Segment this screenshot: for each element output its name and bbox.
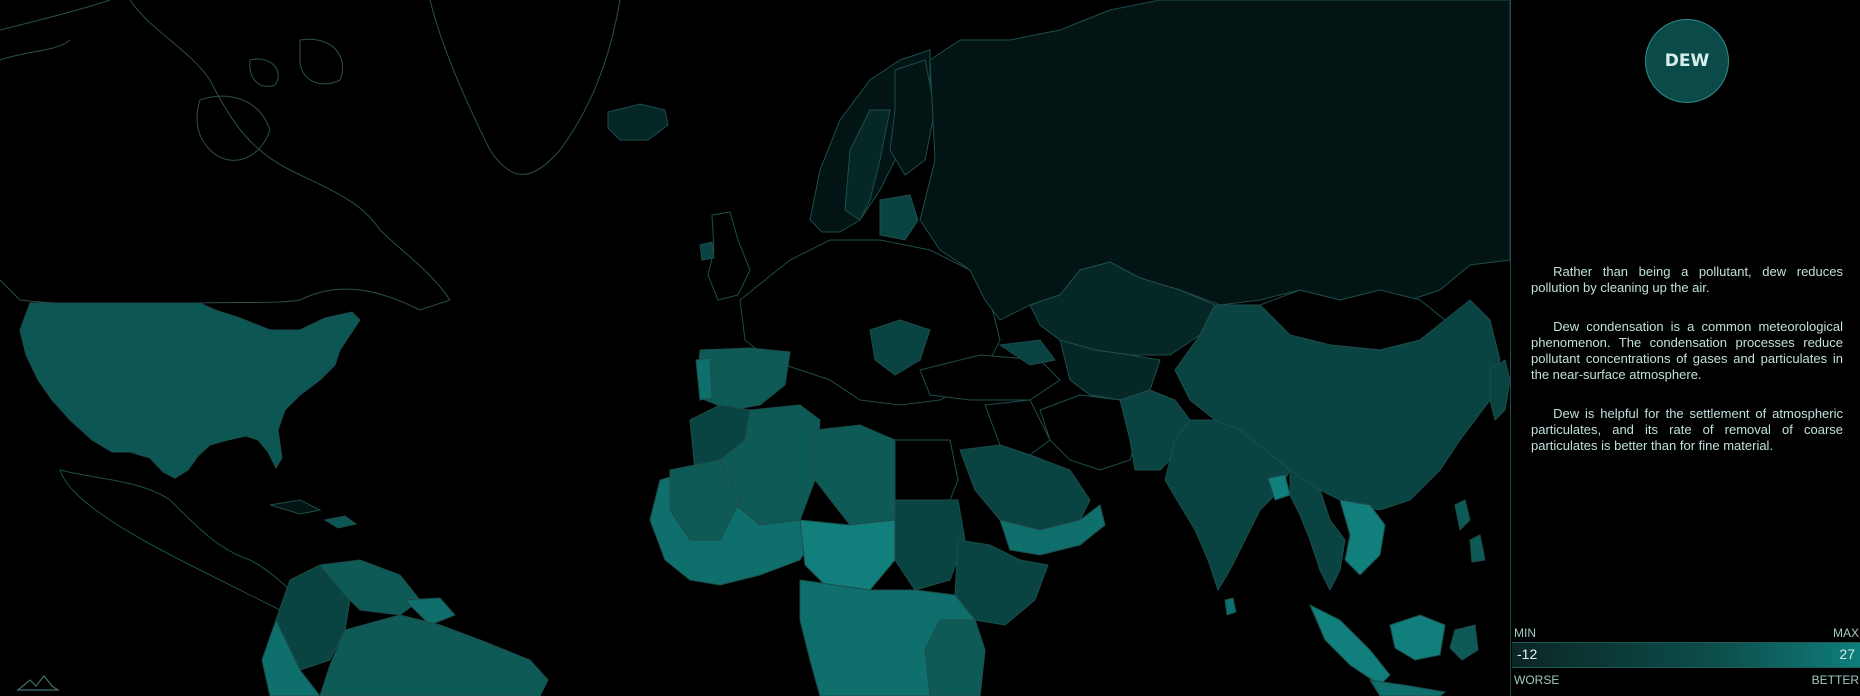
japan[interactable] (1489, 359, 1510, 421)
yemen-oman[interactable] (999, 504, 1106, 556)
niger-chad[interactable] (799, 519, 896, 591)
caucasus[interactable] (998, 339, 1056, 366)
east-africa[interactable] (924, 619, 986, 696)
uk-ireland[interactable] (707, 211, 751, 301)
description-paragraph-3: Dew is helpful for the settlement of atm… (1531, 406, 1843, 453)
myanmar-thailand[interactable] (1289, 469, 1346, 592)
color-legend: MIN MAX -12 27 WORSE BETTER (1511, 626, 1860, 696)
sri-lanka[interactable] (1224, 597, 1237, 616)
world-map[interactable] (0, 0, 1510, 696)
iraq-syria[interactable] (984, 399, 1051, 456)
iceland[interactable] (607, 103, 669, 141)
balkans[interactable] (869, 319, 931, 376)
legend-min-label: MIN (1514, 626, 1536, 640)
canada-outline (0, 0, 451, 311)
india[interactable] (1164, 419, 1291, 592)
borneo[interactable] (1389, 614, 1446, 661)
vietnam-laos-cambodia[interactable] (1339, 499, 1386, 576)
hispaniola[interactable] (323, 515, 358, 529)
mauritania-mali[interactable] (669, 459, 741, 541)
mexico-central-america (59, 469, 301, 616)
iran[interactable] (1039, 394, 1141, 471)
libya[interactable] (814, 424, 896, 526)
description-paragraph-1: Rather than being a pollutant, dew reduc… (1531, 264, 1843, 295)
sulawesi[interactable] (1449, 624, 1479, 661)
dew-badge[interactable]: DEW (1645, 19, 1729, 103)
philippines[interactable] (1454, 499, 1486, 563)
sumatra[interactable] (1309, 603, 1391, 686)
portugal[interactable] (695, 357, 713, 401)
cuba[interactable] (269, 499, 322, 515)
sweden[interactable] (844, 109, 891, 221)
description: Rather than being a pollutant, dew reduc… (1531, 264, 1843, 477)
peru-ecuador[interactable] (261, 618, 321, 696)
arctic-islands-outline (196, 38, 344, 161)
turkey[interactable] (919, 354, 1061, 401)
egypt[interactable] (894, 439, 959, 501)
brazil[interactable] (319, 614, 549, 696)
legend-min-value: -12 (1517, 646, 1538, 662)
sudan[interactable] (894, 499, 966, 591)
guianas[interactable] (403, 597, 456, 626)
legend-better-label: BETTER (1811, 673, 1859, 687)
venezuela[interactable] (319, 559, 421, 616)
baltic-states[interactable] (879, 194, 919, 241)
greenland-outline (429, 0, 621, 175)
mountain-logo-icon (16, 675, 60, 691)
legend-worse-label: WORSE (1514, 673, 1560, 687)
saudi-arabia[interactable] (959, 444, 1091, 531)
legend-max-label: MAX (1832, 626, 1859, 640)
legend-max-value: 27 (1839, 646, 1855, 662)
iberia[interactable] (697, 347, 791, 411)
usa[interactable] (19, 302, 361, 479)
ireland[interactable] (699, 241, 715, 261)
java[interactable] (1369, 679, 1447, 696)
finland[interactable] (889, 59, 936, 176)
legend-gradient-bar (1512, 642, 1860, 668)
russia[interactable] (919, 0, 1510, 321)
info-panel: DEW Rather than being a pollutant, dew r… (1510, 0, 1860, 696)
description-paragraph-2: Dew condensation is a common meteorologi… (1531, 319, 1843, 382)
